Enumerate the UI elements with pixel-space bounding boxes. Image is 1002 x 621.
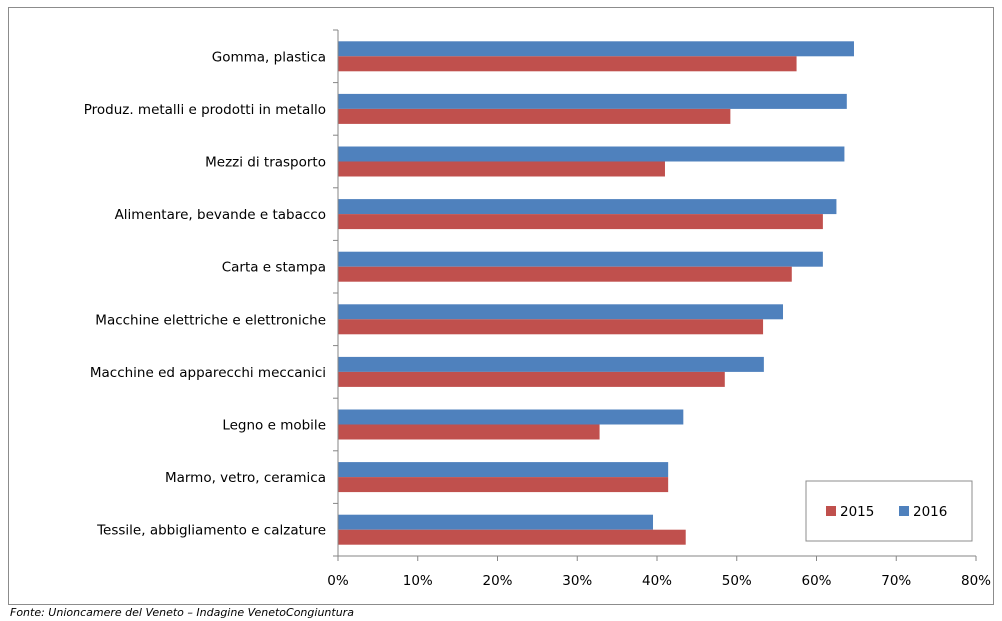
bar-2015-6 bbox=[338, 372, 725, 387]
bar-2015-4 bbox=[338, 267, 792, 282]
bar-2015-9 bbox=[338, 530, 686, 545]
bars-layer bbox=[338, 41, 854, 544]
category-label: Marmo, vetro, ceramica bbox=[165, 470, 326, 486]
bar-2015-7 bbox=[338, 425, 600, 440]
bar-2015-0 bbox=[338, 56, 797, 71]
x-tick-label: 40% bbox=[642, 573, 672, 589]
category-label: Gomma, plastica bbox=[212, 49, 326, 65]
category-label: Tessile, abbigliamento e calzature bbox=[96, 523, 326, 539]
category-label: Carta e stampa bbox=[222, 260, 326, 276]
x-tick-label: 0% bbox=[327, 573, 349, 589]
bar-2016-8 bbox=[338, 462, 668, 477]
x-tick-label: 50% bbox=[722, 573, 752, 589]
bar-2016-4 bbox=[338, 252, 823, 267]
x-tick-label: 10% bbox=[403, 573, 433, 589]
bar-2016-2 bbox=[338, 147, 844, 162]
x-tick-label: 80% bbox=[961, 573, 991, 589]
legend-label-2016: 2016 bbox=[913, 504, 947, 520]
category-label: Mezzi di trasporto bbox=[205, 155, 326, 171]
bar-2015-8 bbox=[338, 477, 668, 492]
bar-2016-5 bbox=[338, 304, 783, 319]
x-tick-label: 60% bbox=[801, 573, 831, 589]
source-note: Fonte: Unioncamere del Veneto – Indagine… bbox=[10, 606, 354, 619]
bar-2016-3 bbox=[338, 199, 836, 214]
x-tick-label: 30% bbox=[562, 573, 592, 589]
x-tick-label: 70% bbox=[881, 573, 911, 589]
bar-2015-5 bbox=[338, 319, 763, 334]
legend-swatch-2015 bbox=[826, 506, 836, 516]
legend-label-2015: 2015 bbox=[840, 504, 874, 520]
legend: 2015 2016 bbox=[806, 481, 972, 541]
category-label: Alimentare, bevande e tabacco bbox=[115, 207, 326, 223]
category-labels: Gomma, plastica Produz. metalli e prodott… bbox=[84, 49, 326, 538]
bar-2016-7 bbox=[338, 410, 683, 425]
bar-2015-2 bbox=[338, 162, 665, 177]
bar-2015-1 bbox=[338, 109, 730, 124]
bar-2016-0 bbox=[338, 41, 854, 56]
category-label: Macchine elettriche e elettroniche bbox=[95, 312, 326, 328]
legend-swatch-2016 bbox=[899, 506, 909, 516]
bar-2016-1 bbox=[338, 94, 847, 109]
category-label: Macchine ed apparecchi meccanici bbox=[90, 365, 326, 381]
category-label: Produz. metalli e prodotti in metallo bbox=[84, 102, 326, 118]
bar-2016-6 bbox=[338, 357, 764, 372]
bar-2015-3 bbox=[338, 214, 823, 229]
bar-2016-9 bbox=[338, 515, 653, 530]
category-label: Legno e mobile bbox=[222, 418, 326, 434]
x-tick-label: 20% bbox=[482, 573, 512, 589]
